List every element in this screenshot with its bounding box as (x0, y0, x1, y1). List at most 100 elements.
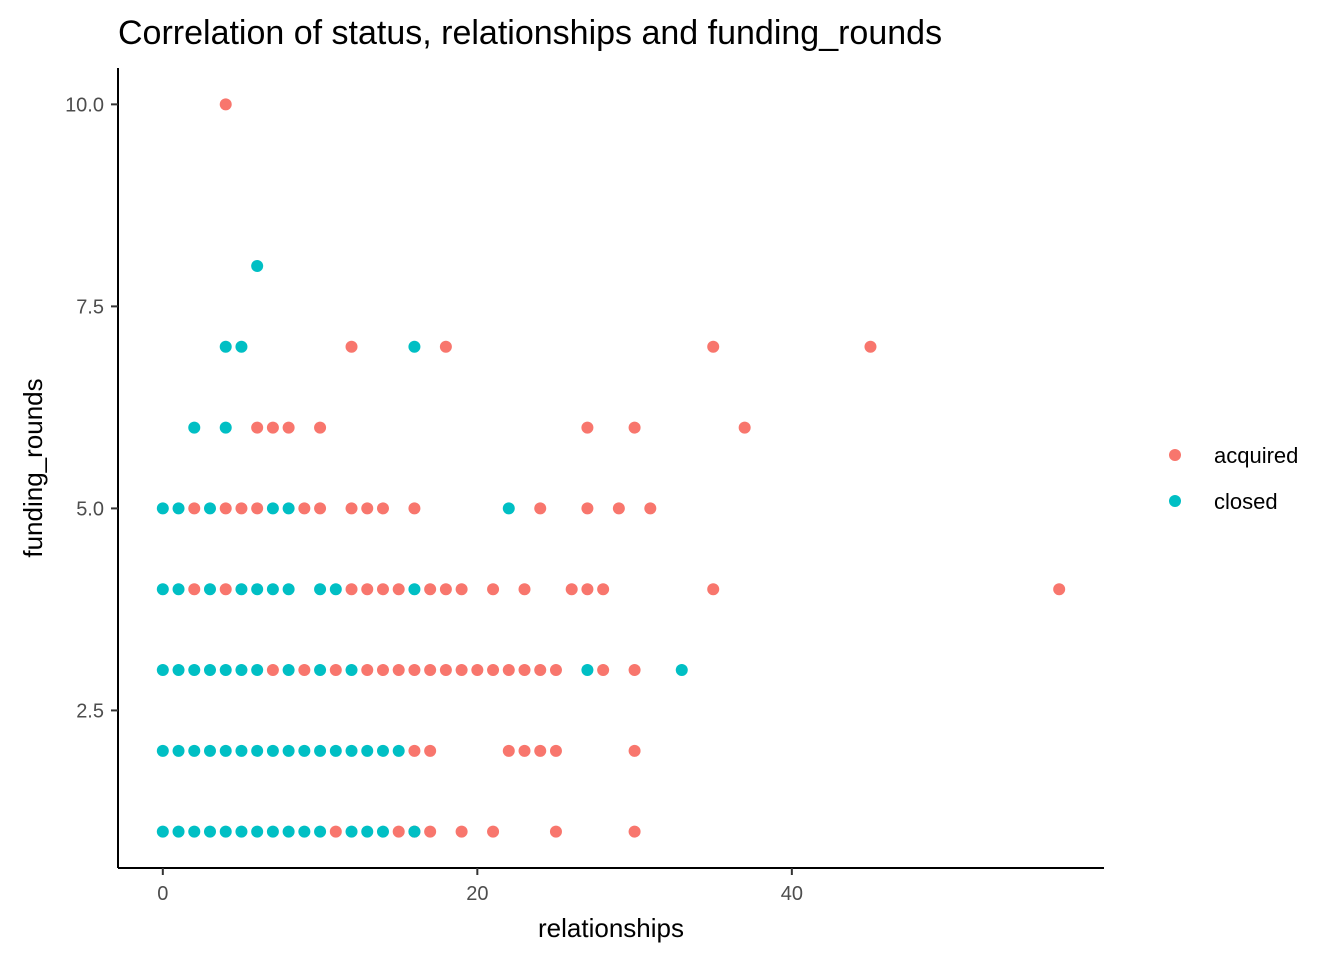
point-closed-53 (203, 825, 216, 838)
point-acquired-38 (581, 583, 594, 596)
point-acquired-39 (597, 583, 610, 596)
point-closed-62 (361, 825, 374, 838)
point-acquired-64 (534, 744, 547, 757)
point-closed-2 (235, 340, 248, 353)
point-acquired-13 (219, 502, 232, 515)
point-acquired-25 (644, 502, 657, 515)
point-closed-19 (314, 583, 327, 596)
point-acquired-34 (455, 583, 468, 596)
point-acquired-36 (518, 583, 531, 596)
point-closed-47 (361, 744, 374, 757)
point-closed-45 (329, 744, 342, 757)
point-closed-13 (172, 583, 185, 596)
point-acquired-17 (314, 502, 327, 515)
point-acquired-12 (188, 502, 201, 515)
point-closed-39 (235, 744, 248, 757)
point-closed-10 (282, 502, 295, 515)
point-acquired-35 (487, 583, 500, 596)
point-acquired-3 (707, 340, 720, 353)
point-closed-23 (172, 664, 185, 677)
point-closed-63 (376, 825, 389, 838)
point-closed-40 (251, 744, 264, 757)
x-axis-ticks: 0 20 40 (157, 868, 803, 905)
point-acquired-74 (628, 825, 641, 838)
point-closed-38 (219, 744, 232, 757)
point-closed-58 (282, 825, 295, 838)
x-axis-title: relationships (538, 913, 684, 943)
x-tick-label: 0 (157, 883, 168, 905)
point-closed-37 (203, 744, 216, 757)
point-acquired-66 (628, 744, 641, 757)
point-acquired-4 (864, 340, 877, 353)
point-acquired-41 (1053, 583, 1066, 596)
point-closed-48 (376, 744, 389, 757)
point-closed-18 (282, 583, 295, 596)
point-acquired-63 (518, 744, 531, 757)
point-closed-31 (345, 664, 358, 677)
point-closed-12 (156, 583, 169, 596)
point-acquired-56 (534, 664, 547, 677)
point-closed-52 (188, 825, 201, 838)
legend-key-closed (1169, 495, 1181, 507)
point-acquired-26 (188, 583, 201, 596)
point-closed-0 (251, 259, 264, 272)
point-acquired-27 (219, 583, 232, 596)
point-closed-41 (266, 744, 279, 757)
point-acquired-14 (235, 502, 248, 515)
point-closed-46 (345, 744, 358, 757)
point-acquired-54 (502, 664, 515, 677)
point-acquired-21 (408, 502, 421, 515)
point-closed-29 (282, 664, 295, 677)
point-closed-22 (156, 664, 169, 677)
point-acquired-73 (549, 825, 562, 838)
point-acquired-33 (439, 583, 452, 596)
point-closed-8 (203, 502, 216, 515)
point-acquired-70 (424, 825, 437, 838)
point-acquired-18 (345, 502, 358, 515)
point-closed-25 (203, 664, 216, 677)
legend-label: closed (1214, 489, 1278, 514)
point-closed-34 (156, 744, 169, 757)
point-closed-26 (219, 664, 232, 677)
point-acquired-40 (707, 583, 720, 596)
point-acquired-6 (266, 421, 279, 434)
point-closed-24 (188, 664, 201, 677)
point-acquired-48 (408, 664, 421, 677)
x-tick-label: 20 (466, 883, 488, 905)
point-acquired-58 (597, 664, 610, 677)
point-acquired-43 (298, 664, 311, 677)
x-tick-label: 40 (781, 883, 803, 905)
point-closed-17 (266, 583, 279, 596)
point-acquired-60 (408, 744, 421, 757)
point-acquired-2 (439, 340, 452, 353)
point-closed-59 (298, 825, 311, 838)
point-closed-55 (235, 825, 248, 838)
legend-key-acquired (1169, 449, 1181, 461)
point-acquired-52 (471, 664, 484, 677)
point-acquired-57 (549, 664, 562, 677)
point-acquired-46 (376, 664, 389, 677)
y-tick-label: 5.0 (76, 498, 104, 520)
point-acquired-44 (329, 664, 342, 677)
point-closed-20 (329, 583, 342, 596)
y-tick-label: 2.5 (76, 700, 104, 722)
point-acquired-47 (392, 664, 405, 677)
point-closed-4 (188, 421, 201, 434)
point-closed-14 (203, 583, 216, 596)
chart-title: Correlation of status, relationships and… (118, 14, 942, 52)
point-acquired-23 (581, 502, 594, 515)
point-acquired-45 (361, 664, 374, 677)
point-closed-21 (408, 583, 421, 596)
point-acquired-71 (455, 825, 468, 838)
point-closed-42 (282, 744, 295, 757)
y-axis-ticks: 2.5 5.0 7.5 10.0 (65, 94, 118, 722)
point-closed-7 (172, 502, 185, 515)
point-acquired-55 (518, 664, 531, 677)
point-acquired-51 (455, 664, 468, 677)
point-acquired-37 (565, 583, 578, 596)
point-acquired-15 (251, 502, 264, 515)
point-acquired-32 (424, 583, 437, 596)
point-closed-16 (251, 583, 264, 596)
point-acquired-8 (314, 421, 327, 434)
point-acquired-22 (534, 502, 547, 515)
